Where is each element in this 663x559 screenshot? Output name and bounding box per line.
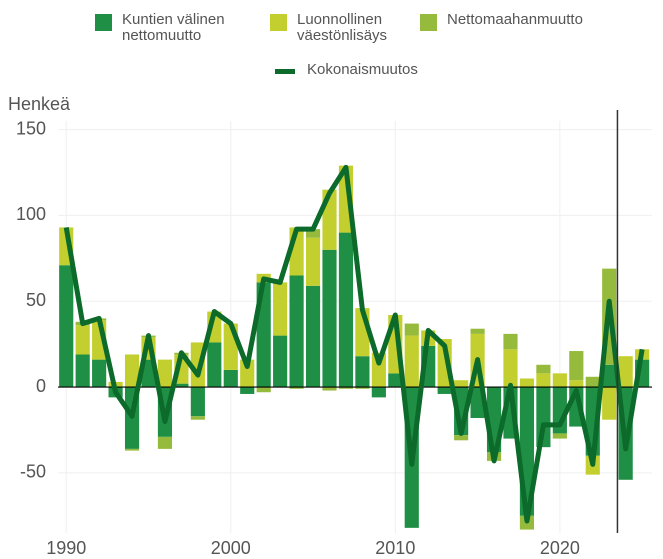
legend-label: Kokonaismuutos [307, 61, 418, 78]
bar [404, 335, 419, 388]
total-line [63, 164, 645, 524]
bar [157, 436, 173, 449]
bar [322, 387, 337, 391]
bar [59, 265, 74, 388]
bar [75, 325, 90, 355]
bar [124, 448, 140, 451]
bar [371, 352, 386, 388]
bar [371, 387, 386, 398]
y-axis-label: Henkeä [8, 94, 71, 114]
bar [273, 335, 288, 388]
bar [207, 342, 222, 388]
legend-swatch [95, 14, 112, 31]
bar [454, 435, 469, 441]
bar [190, 387, 205, 417]
bar [355, 387, 370, 389]
bar [388, 373, 403, 388]
legend-swatch [270, 14, 287, 31]
x-tick-label: 1990 [46, 538, 86, 558]
bar [124, 354, 140, 388]
y-tick-label: 100 [16, 204, 46, 224]
bar [305, 229, 321, 238]
bar [552, 373, 567, 388]
legend-label: Kuntien välinen nettomuutto [122, 11, 225, 44]
bar [190, 416, 205, 420]
x-tick-label: 2020 [540, 538, 580, 558]
legend-item: Nettomaahanmuutto [420, 12, 583, 31]
x-tick-label: 2000 [211, 538, 251, 558]
bar [92, 359, 107, 388]
bar [552, 433, 567, 439]
y-tick-label: 50 [26, 290, 46, 310]
bar [223, 369, 238, 388]
legend-item: Luonnollinen väestönlisäys [270, 12, 387, 44]
bar [602, 364, 617, 388]
bar [338, 387, 354, 389]
bar [454, 380, 469, 388]
bar [305, 237, 321, 286]
bar [240, 387, 255, 394]
bar [618, 356, 633, 388]
bar [240, 359, 255, 388]
legend-label: Nettomaahanmuutto [447, 11, 583, 28]
bar [322, 249, 337, 388]
bar [338, 232, 354, 388]
bar [355, 356, 370, 388]
bar [519, 378, 535, 388]
bar [585, 376, 600, 388]
legend-item: Kokonaismuutos [275, 62, 418, 78]
bar [536, 364, 551, 374]
legend-swatch [420, 14, 437, 31]
bar [305, 285, 321, 388]
bar [289, 387, 304, 389]
legend-swatch [275, 69, 295, 74]
bar [503, 349, 518, 388]
bar [569, 380, 584, 388]
bar [289, 275, 304, 388]
y-tick-label: -50 [20, 462, 46, 482]
bar [503, 333, 518, 350]
legend-item: Kuntien välinen nettomuutto [95, 12, 225, 44]
bar [273, 282, 288, 336]
bar [602, 387, 617, 420]
legend-label: Luonnollinen väestönlisäys [297, 11, 388, 44]
bar [404, 323, 419, 336]
bar [437, 387, 452, 394]
bar [536, 373, 551, 388]
bar [256, 387, 271, 393]
bar [470, 328, 485, 334]
bar [157, 359, 173, 388]
y-tick-label: 0 [36, 376, 46, 396]
bar [75, 354, 90, 388]
bar [569, 351, 584, 381]
x-tick-label: 2010 [375, 538, 415, 558]
bar [174, 383, 189, 388]
y-tick-label: 150 [16, 118, 46, 138]
